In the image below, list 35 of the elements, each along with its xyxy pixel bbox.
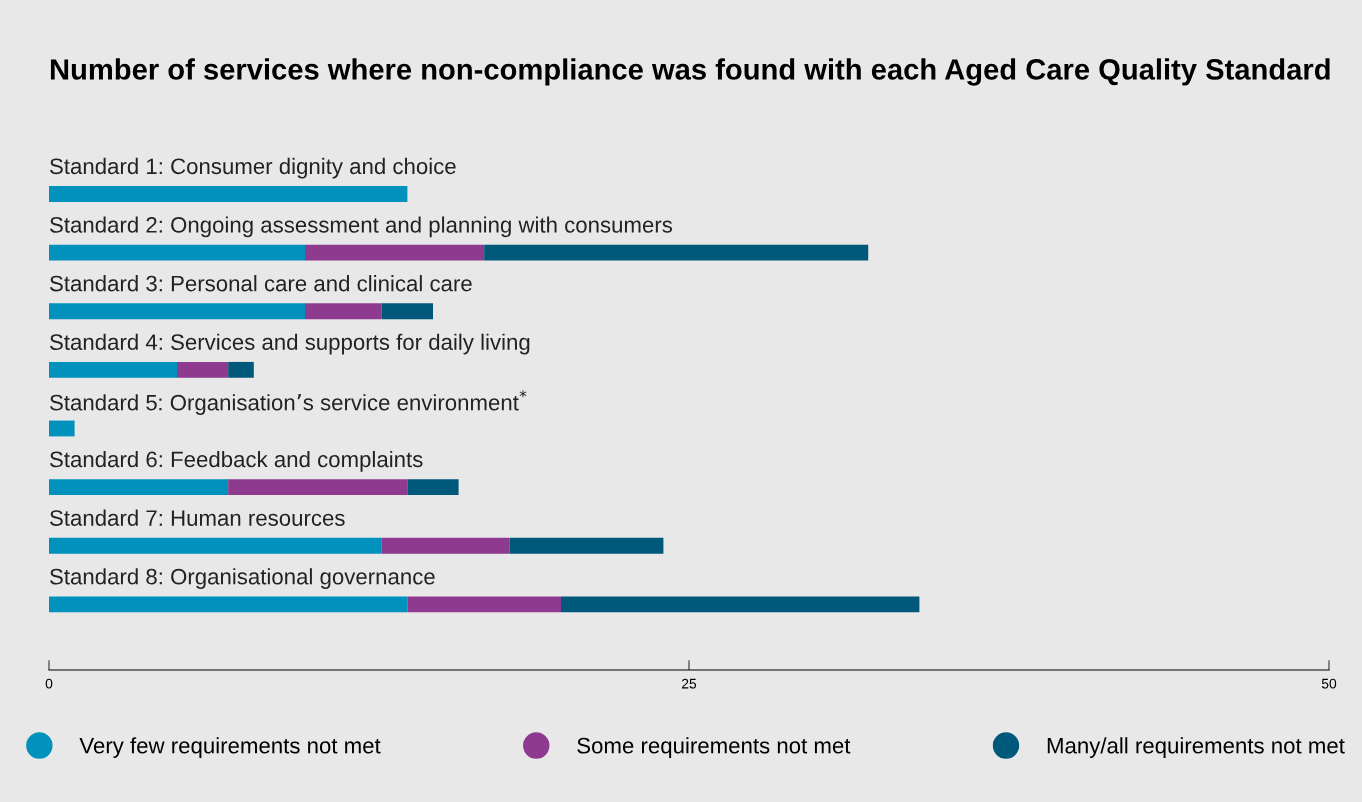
- y-tick-label: Standard 4: Services and supports for daily living: [50, 333, 530, 355]
- bar: [407, 479, 459, 496]
- x-tick-label: 25: [681, 678, 697, 689]
- bar: [49, 361, 177, 378]
- y-tick-label: Standard 1: Consumer dignity and choice: [50, 157, 456, 179]
- legend-label: Many/all requirements not met: [1047, 737, 1345, 758]
- bar: [49, 479, 229, 496]
- bar: [407, 596, 561, 613]
- bar: [49, 244, 305, 261]
- bar: [484, 244, 869, 261]
- chart-title: Number of services where non-compliance was found with each Aged Care Quality Standard: [50, 58, 1330, 86]
- bar: [49, 537, 382, 554]
- y-tick-label: Standard 2: Ongoing assessment and planning with consumers: [50, 216, 673, 238]
- bar: [509, 537, 664, 554]
- x-tick-label: 50: [1321, 678, 1337, 689]
- bar: [305, 244, 485, 261]
- bar: [381, 537, 510, 554]
- bar: [49, 420, 75, 437]
- bar: [49, 186, 408, 202]
- y-tick-label: Standard 5: Organisation’s service environment$^{*}$: [50, 390, 527, 415]
- x-tick-label: 0: [45, 678, 53, 689]
- bar: [561, 596, 920, 613]
- y-tick-label: Standard 3: Personal care and clinical care: [50, 275, 472, 292]
- legend-label: Very few requirements not met: [79, 737, 381, 758]
- y-tick-label: Standard 7: Human resources: [50, 509, 345, 526]
- bar: [305, 303, 382, 320]
- bar: [177, 361, 229, 378]
- bar: [49, 303, 305, 320]
- bar: [228, 361, 254, 378]
- legend-label: Some requirements not met: [577, 737, 851, 758]
- y-tick-label: Standard 8: Organisational governance: [50, 568, 435, 589]
- bar: [49, 596, 408, 613]
- bar: [228, 479, 408, 496]
- y-tick-label: Standard 6: Feedback and complaints: [50, 450, 423, 472]
- bar: [381, 303, 433, 320]
